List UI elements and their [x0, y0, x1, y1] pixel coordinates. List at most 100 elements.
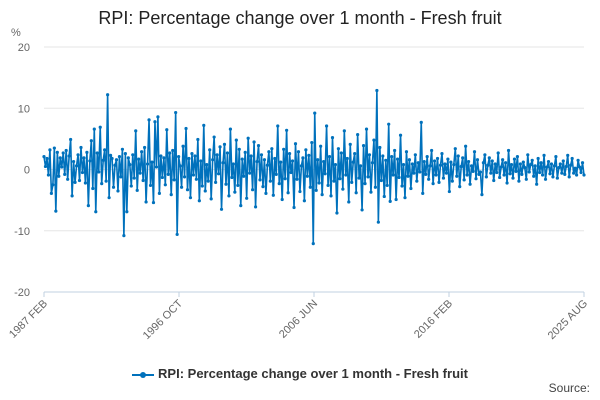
data-point [336, 147, 341, 151]
data-point [239, 204, 243, 208]
data-point [447, 189, 451, 194]
data-point [530, 158, 534, 162]
data-point [561, 159, 565, 163]
data-point [430, 148, 434, 153]
data-point [205, 163, 209, 167]
chart-legend[interactable]: RPI: Percentage change over 1 month - Fr… [0, 366, 600, 381]
data-point [274, 172, 278, 176]
data-point [461, 156, 465, 160]
data-point [73, 180, 77, 184]
data-point [489, 171, 493, 175]
data-point [200, 184, 204, 188]
data-point [376, 220, 380, 224]
data-point [199, 159, 203, 163]
data-point [573, 166, 577, 170]
data-point [262, 158, 267, 162]
data-point [293, 142, 298, 146]
data-point [564, 164, 568, 169]
data-point [483, 153, 487, 157]
data-point [480, 193, 484, 197]
data-point [363, 181, 367, 186]
data-point [160, 175, 164, 180]
data-point [279, 160, 283, 164]
data-point [499, 165, 503, 169]
data-point [307, 153, 311, 158]
data-point [543, 177, 548, 181]
data-point [55, 150, 59, 154]
data-point [395, 157, 400, 161]
data-point [148, 183, 153, 188]
data-point [407, 158, 412, 162]
data-point [390, 155, 394, 159]
data-point [140, 150, 144, 154]
data-point [141, 178, 145, 183]
data-point [511, 176, 515, 180]
data-point [570, 156, 574, 161]
data-point [566, 153, 570, 158]
data-point [452, 163, 456, 167]
data-point [97, 170, 101, 174]
data-point [506, 148, 511, 153]
data-point [135, 188, 139, 192]
data-point [545, 165, 549, 169]
data-point [409, 186, 413, 191]
data-point [69, 137, 73, 142]
data-point [326, 183, 330, 188]
data-point [150, 160, 154, 164]
data-point [468, 182, 472, 186]
data-point [388, 199, 392, 203]
data-point [393, 148, 397, 153]
data-point [432, 159, 437, 163]
data-point [169, 193, 173, 197]
data-point [351, 160, 355, 164]
legend-swatch-icon [132, 370, 155, 380]
data-point [290, 159, 295, 163]
data-point [311, 242, 315, 246]
data-point [492, 178, 496, 183]
data-point [401, 163, 406, 167]
data-point [441, 176, 446, 180]
data-point [444, 171, 449, 175]
data-point [289, 170, 293, 175]
data-point [134, 129, 138, 133]
data-point [153, 120, 157, 124]
data-point [240, 157, 244, 161]
data-point [435, 156, 440, 161]
data-point [487, 156, 491, 160]
data-point [82, 156, 86, 160]
data-point [154, 165, 159, 169]
data-point [524, 177, 528, 181]
data-point [234, 138, 238, 142]
data-point [379, 178, 383, 183]
data-point [404, 150, 409, 154]
data-point [582, 173, 586, 177]
data-point [496, 151, 500, 155]
data-point [100, 181, 104, 186]
x-tick-label: 2025 AUG [546, 298, 590, 342]
data-point [236, 183, 240, 188]
data-point [502, 173, 506, 177]
data-point [373, 185, 377, 189]
data-point [366, 175, 370, 179]
data-point [117, 155, 122, 159]
data-point [126, 156, 130, 160]
data-point [529, 163, 533, 167]
data-point [231, 162, 235, 166]
data-point [243, 150, 247, 154]
data-point [301, 156, 305, 160]
data-point [467, 159, 471, 164]
data-point [458, 185, 462, 189]
data-point [345, 156, 349, 161]
data-point [42, 155, 46, 159]
data-point [276, 124, 280, 128]
data-point [560, 171, 564, 175]
data-point [168, 151, 172, 155]
legend-label: RPI: Percentage change over 1 month - Fr… [158, 366, 468, 381]
data-point [478, 170, 483, 174]
data-point [384, 158, 388, 162]
data-point [129, 184, 133, 188]
x-tick-label: 2016 FEB [412, 298, 455, 341]
data-point [372, 138, 376, 142]
data-point [224, 182, 228, 186]
data-point [131, 153, 135, 157]
